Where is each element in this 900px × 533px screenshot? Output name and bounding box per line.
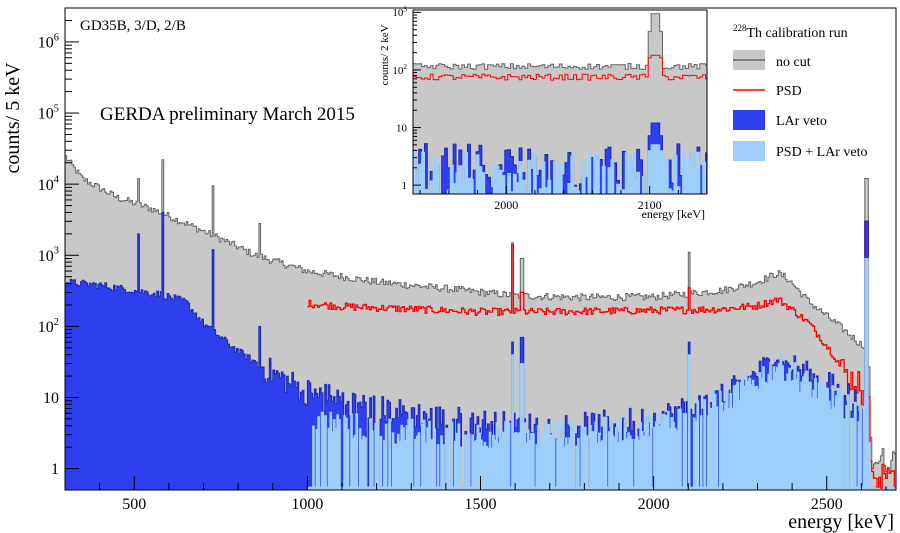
inset-series-psd-line (413, 54, 707, 81)
y-tick-label: 106 (38, 32, 59, 51)
legend-title: 228Th calibration run (733, 23, 848, 41)
main-series-group (65, 155, 896, 490)
legend-label-larveto: LAr veto (776, 114, 827, 129)
y-tick-label: 103 (392, 5, 407, 19)
y-tick-label: 104 (38, 175, 60, 194)
series-psd-line (307, 220, 896, 489)
inset-y-axis: 1 10 102 103 (392, 5, 421, 192)
y-tick-label: 102 (38, 317, 59, 336)
series-nocut-line (65, 155, 896, 474)
inset-plot-area: 2000 2100 1 10 102 103 (392, 5, 708, 212)
dataset-annotation: GD35B, 3/D, 2/B (80, 18, 186, 34)
y-tick-label: 1 (402, 180, 408, 192)
inset-x-axis-label: energy [keV] (642, 207, 705, 221)
x-tick-label: 2000 (638, 496, 670, 513)
x-tick-label: 2500 (811, 496, 843, 513)
inset-frame (412, 9, 708, 195)
x-tick-label: 1500 (465, 496, 497, 513)
series-larveto-line (65, 211, 896, 490)
legend-swatch-larveto (733, 110, 765, 130)
y-tick-label: 1 (51, 461, 59, 478)
preliminary-annotation: GERDA preliminary March 2015 (100, 104, 355, 125)
x-tick-label: 1000 (291, 496, 323, 513)
x-tick-label: 2000 (494, 198, 518, 212)
inset-x-axis: 2000 2100 (419, 186, 708, 212)
y-tick-label: 10 (396, 122, 408, 134)
y-axis: 1 10 102 103 104 105 106 (38, 7, 79, 478)
legend-swatch-psdlar (733, 141, 765, 161)
y-tick-label: 105 (38, 103, 59, 122)
y-axis-label: counts/ 5 keV (2, 62, 24, 174)
inset-series-psdlar-line (413, 144, 707, 194)
inset-y-axis-label: counts/ 2 keV (379, 24, 391, 85)
series-psdlar-line (307, 258, 896, 490)
legend-title-superscript: 228 (733, 23, 747, 33)
legend-label-psd: PSD (776, 84, 802, 99)
x-axis-label: energy [keV] (788, 511, 894, 533)
inset-series-nocut-line (413, 13, 707, 70)
x-tick-label: 500 (122, 496, 146, 513)
y-tick-label: 102 (392, 63, 407, 77)
legend: 228Th calibration run no cut PSD LAr vet… (733, 23, 868, 161)
inset-series-group (413, 13, 707, 194)
y-tick-label: 103 (38, 246, 59, 265)
inset-series-nocut-area (413, 13, 707, 194)
legend-label-nocut: no cut (776, 55, 811, 70)
legend-label-psdlar: PSD + LAr veto (776, 145, 868, 160)
x-axis: 500 1000 1500 2000 2500 (64, 476, 897, 513)
x-tick-label: 2100 (638, 198, 662, 212)
y-tick-label: 10 (43, 390, 59, 407)
legend-title-text: Th calibration run (747, 26, 848, 41)
series-psdlar-area (307, 258, 896, 490)
